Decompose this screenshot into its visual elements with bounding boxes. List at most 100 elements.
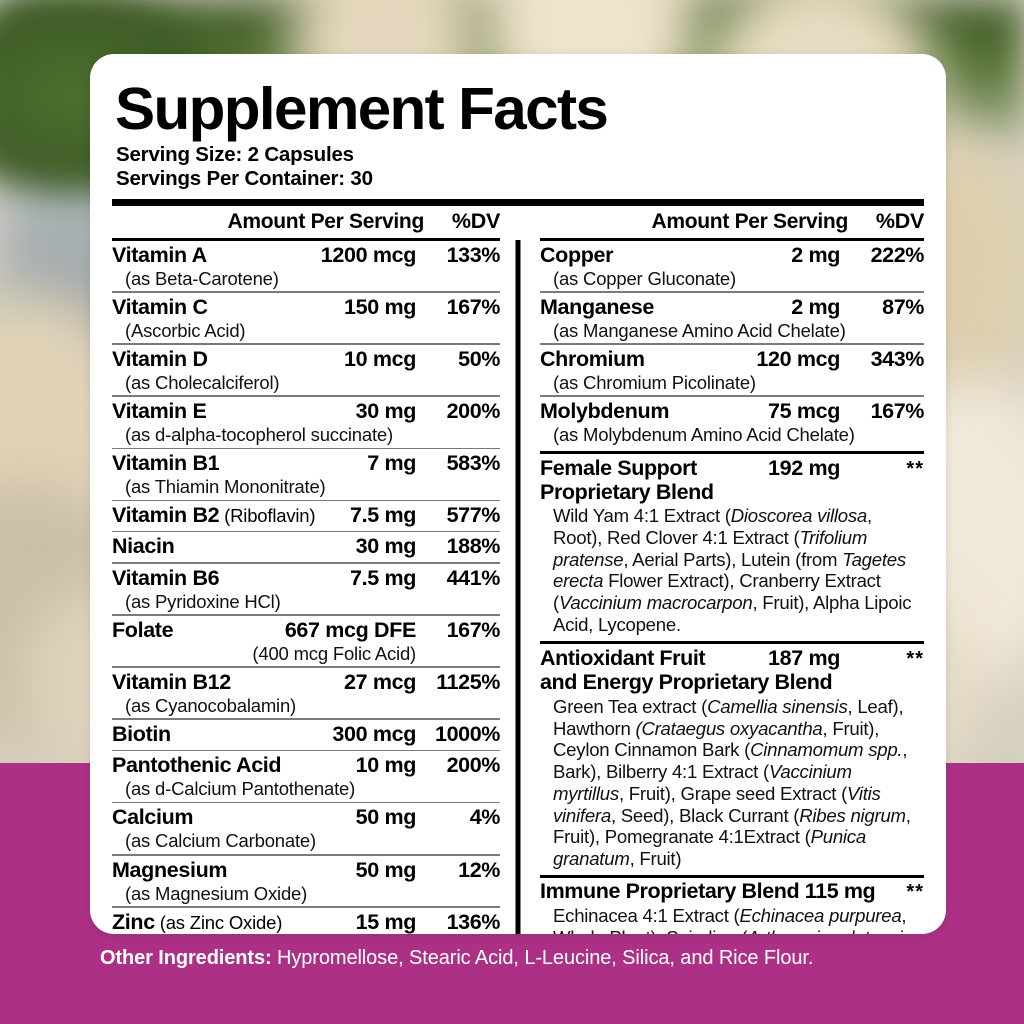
blend-ingredients: Echinacea 4:1 Extract (Echinacea purpure… — [553, 905, 917, 934]
row-divider — [112, 666, 500, 668]
nutrient-name: Vitamin A — [112, 242, 207, 267]
nutrient-name: Magnesium — [112, 857, 228, 882]
nutrient-row: Vitamin B12 27 mcg 1125% (as Cyanocobalamin… — [112, 668, 500, 719]
nutrient-row: Copper 2 mg 222% (as Copper Gluconate) — [540, 241, 924, 292]
nutrient-amount: 15 mg — [355, 909, 417, 934]
other-ingredients-value: Hypromellose, Stearic Acid, L-Leucine, S… — [277, 947, 814, 969]
nutrient-dv: 583% — [446, 451, 501, 476]
nutrient-row: Zinc (as Zinc Oxide) 15 mg 136% — [112, 908, 500, 934]
nutrient-name: Vitamin C — [112, 294, 208, 319]
blend-row: Antioxidant Fruit 187 mg ** and Energy Prop… — [540, 644, 924, 872]
blend-dv: ** — [906, 881, 924, 904]
other-ingredients-line: Other Ingredients: Hypromellose, Stearic… — [100, 947, 813, 970]
nutrient-amount: 7.5 mg — [349, 565, 416, 590]
blend-amount: 187 mg — [768, 646, 840, 671]
nutrient-row: Folate 667 mcg DFE 167% (400 mcg Folic Acid… — [112, 616, 500, 667]
nutrient-amount: 300 mcg — [332, 722, 416, 747]
nutrient-source: (as Beta-Carotene) — [125, 267, 279, 289]
nutrient-source-inline: (Riboflavin) — [219, 505, 316, 527]
nutrient-dv: 343% — [870, 346, 925, 371]
nutrient-dv: 133% — [446, 242, 501, 267]
column-divider — [515, 239, 521, 934]
nutrient-row: Pantothenic Acid 10 mg 200% (as d-Calcium P… — [112, 751, 500, 802]
table-column-left: Amount Per Serving %DV Vitamin A 1200 mcg… — [112, 206, 518, 935]
nutrient-row: Magnesium 50 mg 12% (as Magnesium Oxide) — [112, 856, 500, 907]
nutrient-name: Calcium — [112, 805, 194, 830]
nutrient-source: (as d-alpha-tocopherol succinate) — [125, 424, 393, 446]
nutrient-dv: 12% — [458, 857, 500, 882]
nutrient-dv: 167% — [446, 617, 501, 642]
nutrient-source: (as d-Calcium Pantothenate) — [125, 778, 356, 800]
row-divider — [112, 561, 500, 564]
nutrient-source: (as Chromium Picolinate) — [553, 371, 756, 393]
row-divider — [112, 718, 500, 721]
column-header-left: Amount Per Serving %DV — [112, 206, 501, 238]
nutrient-dv: 1000% — [435, 722, 500, 747]
serving-size: Serving Size: 2 Capsules — [116, 142, 354, 166]
nutrient-dv: 200% — [446, 399, 501, 424]
column-header-right: Amount Per Serving %DV — [540, 206, 925, 238]
nutrient-row: Manganese 2 mg 87% (as Manganese Amino Acid… — [540, 293, 924, 344]
supplement-facts-panel: Supplement Facts Serving Size: 2 Capsule… — [90, 54, 946, 934]
blend-dv: ** — [906, 648, 924, 671]
nutrient-source: (as Pyridoxine HCl) — [125, 590, 281, 612]
nutrient-row: Vitamin A 1200 mcg 133% (as Beta-Carotene) — [112, 241, 500, 292]
nutrient-row: Vitamin B6 7.5 mg 441% (as Pyridoxine HCl) — [112, 564, 500, 615]
nutrient-amount: 7.5 mg — [349, 503, 416, 528]
nutrient-amount: 50 mg — [355, 805, 417, 830]
blend-dv: ** — [906, 457, 924, 480]
nutrient-row: Biotin 300 mcg 1000% — [112, 720, 500, 750]
amount-per-serving-header: Amount Per Serving — [227, 209, 425, 233]
nutrient-source: (as Molybdenum Amino Acid Chelate) — [553, 424, 855, 446]
nutrient-amount: 7 mg — [367, 451, 416, 476]
nutrient-amount: 1200 mcg — [320, 242, 417, 267]
row-divider — [112, 906, 500, 908]
nutrient-row: Vitamin B1 7 mg 583% (as Thiamin Mononitrat… — [112, 449, 500, 500]
blend-title-line2: and Energy Proprietary Blend — [540, 670, 833, 695]
nutrient-dv: 167% — [870, 399, 925, 424]
nutrient-amount: 10 mg — [355, 753, 417, 778]
row-divider — [112, 614, 500, 616]
nutrient-source: (as Copper Gluconate) — [553, 267, 736, 289]
servings-per-container: Servings Per Container: 30 — [116, 166, 373, 190]
dv-header: %DV — [451, 208, 500, 233]
nutrient-row: Vitamin C 150 mg 167% (Ascorbic Acid) — [112, 293, 500, 344]
nutrient-source-inline: (as Zinc Oxide) — [154, 911, 283, 933]
row-divider — [540, 343, 924, 345]
page-title: Supplement Facts — [115, 76, 609, 142]
nutrient-row: Calcium 50 mg 4% (as Calcium Carbonate) — [112, 803, 500, 854]
nutrient-row: Niacin 30 mg 188% — [112, 532, 500, 562]
blend-divider — [540, 875, 924, 879]
row-divider — [112, 447, 500, 450]
nutrient-source: (as Manganese Amino Acid Chelate) — [553, 319, 846, 341]
nutrient-amount: 30 mg — [355, 534, 417, 559]
nutrient-name: Pantothenic Acid — [112, 753, 282, 778]
nutrient-row: Vitamin D 10 mcg 50% (as Cholecalciferol) — [112, 345, 500, 396]
nutrient-name: Molybdenum — [540, 399, 670, 424]
blend-divider — [540, 450, 924, 454]
nutrient-name: Vitamin B6 — [112, 565, 220, 590]
rule-top-thick — [112, 198, 924, 206]
nutrient-dv: 87% — [882, 294, 924, 319]
nutrient-dv: 4% — [469, 805, 501, 830]
row-divider — [112, 801, 500, 804]
nutrient-name: Vitamin B1 — [112, 451, 220, 476]
row-divider — [112, 499, 500, 502]
blend-title-line2: Proprietary Blend — [540, 479, 714, 504]
nutrient-source: (as Cholecalciferol) — [125, 371, 280, 393]
nutrient-dv: 200% — [446, 753, 501, 778]
other-ingredients-label: Other Ingredients: — [100, 947, 272, 969]
nutrient-dv: 441% — [446, 565, 501, 590]
nutrient-amount: 2 mg — [791, 294, 840, 319]
blend-ingredients: Green Tea extract (Camellia sinensis, Le… — [553, 695, 911, 870]
dv-header: %DV — [875, 208, 924, 233]
nutrient-amount: 50 mg — [355, 857, 417, 882]
nutrient-dv: 1125% — [436, 669, 500, 694]
nutrient-source: (as Calcium Carbonate) — [125, 830, 316, 852]
amount-per-serving-header: Amount Per Serving — [651, 209, 849, 233]
nutrient-amount: 2 mg — [791, 242, 840, 267]
rule-left-header — [112, 237, 500, 241]
nutrient-name: Vitamin E — [112, 399, 207, 424]
nutrient-name: Vitamin B12 — [112, 669, 231, 694]
blend-title: Immune Proprietary Blend 115 mg — [540, 879, 876, 904]
